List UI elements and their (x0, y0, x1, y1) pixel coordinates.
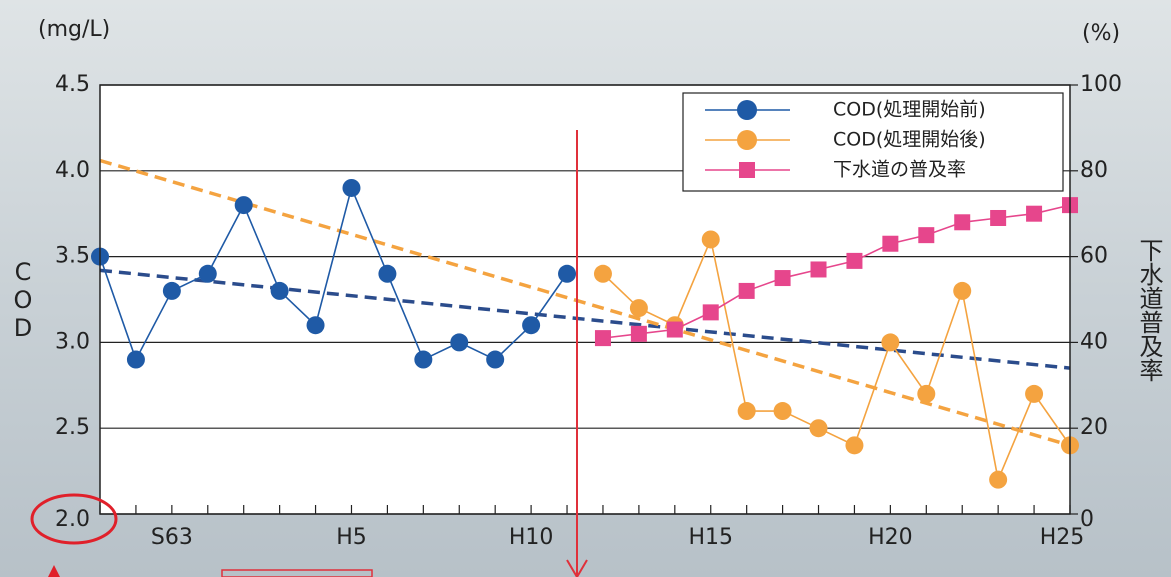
marker (954, 214, 971, 231)
marker (234, 196, 253, 215)
y-tick-label: 4.0 (55, 158, 90, 183)
small-arrow (48, 565, 60, 577)
y-tick-label: 3.0 (55, 329, 90, 354)
marker (630, 325, 647, 342)
y2-unit: (%) (1082, 21, 1120, 46)
marker (845, 436, 864, 455)
y2-tick-label: 0 (1080, 507, 1094, 532)
x-tick-label: H10 (509, 525, 554, 550)
marker (1025, 384, 1044, 403)
marker (198, 264, 217, 283)
marker (306, 316, 325, 335)
marker (990, 209, 1007, 226)
marker (558, 264, 577, 283)
legend-marker (737, 130, 757, 150)
y-label: COD (9, 258, 37, 342)
legend-label: 下水道の普及率 (833, 159, 966, 181)
marker (882, 235, 899, 252)
plot: 2.0 2.5 3.0 3.5 4.0 4.5 0 20 40 60 80 100 S63 H5 H10 H1… (55, 72, 1122, 550)
y2-tick-label: 60 (1080, 244, 1108, 269)
y2-tick-label: 80 (1080, 158, 1108, 183)
x-tick-label: H5 (336, 525, 367, 550)
x-tick-label: H25 (1040, 525, 1085, 550)
y-tick-label: 2.5 (55, 415, 90, 440)
marker (738, 282, 755, 299)
legend-marker (737, 100, 757, 120)
marker (666, 321, 683, 338)
y2-label: 下水道普及率 (1135, 238, 1163, 382)
y-tick-label: 3.5 (55, 244, 90, 269)
x-tick-label: H15 (688, 525, 733, 550)
marker (773, 402, 792, 421)
marker (809, 419, 828, 438)
marker (917, 384, 936, 403)
marker (701, 230, 720, 249)
y2-tick-label: 100 (1080, 72, 1122, 97)
marker (846, 252, 863, 269)
series-line (602, 236, 1071, 483)
marker (881, 333, 900, 352)
x-tick-label: H20 (868, 525, 913, 550)
y2-tick-label: 40 (1080, 329, 1108, 354)
marker (414, 350, 433, 369)
y-tick-label: 4.5 (55, 72, 90, 97)
trend-line (99, 268, 1071, 370)
callout-box (221, 569, 373, 577)
marker (810, 261, 827, 278)
highlight-circle (30, 493, 118, 545)
divider-arrow-head (566, 559, 588, 577)
marker (1026, 205, 1043, 222)
marker (486, 350, 505, 369)
marker (918, 227, 935, 244)
marker (774, 270, 791, 287)
marker (342, 178, 361, 197)
marker (629, 299, 648, 318)
x-tick-label: S63 (151, 525, 193, 550)
legend-label: COD(処理開始後) (833, 129, 986, 151)
y-tick-label: 2.0 (55, 507, 90, 532)
marker (126, 350, 145, 369)
y2-tick-label: 20 (1080, 415, 1108, 440)
marker (953, 281, 972, 300)
marker (737, 402, 756, 421)
marker (270, 281, 289, 300)
marker (702, 304, 719, 321)
trend-line (99, 158, 1071, 448)
legend: COD(処理開始前) COD(処理開始後) 下水道の普及率 (682, 92, 1064, 192)
legend-label: COD(処理開始前) (833, 99, 986, 121)
plot-frame (99, 84, 1071, 515)
marker (593, 264, 612, 283)
marker (162, 281, 181, 300)
marker (450, 333, 469, 352)
legend-marker (739, 162, 755, 178)
marker (594, 330, 611, 347)
marker (522, 316, 541, 335)
y-unit: (mg/L) (38, 17, 110, 42)
marker (378, 264, 397, 283)
marker (989, 470, 1008, 489)
